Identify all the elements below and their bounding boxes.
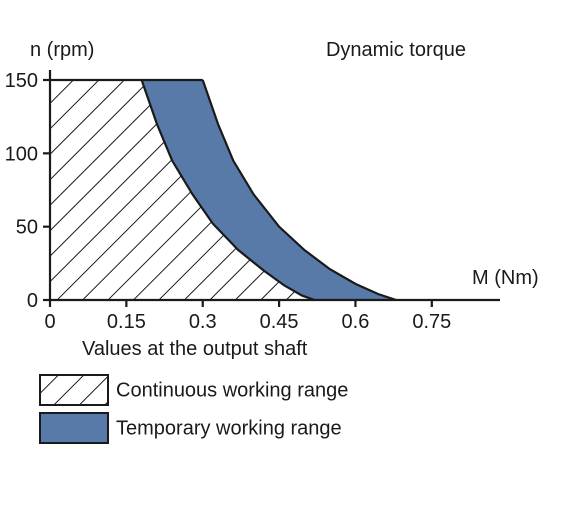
- torque-chart: Dynamic torque n (rpm) M (Nm) 0 50 100 150 0 0.1…: [0, 0, 571, 525]
- x-tick-label: 0.3: [189, 311, 217, 333]
- x-axis-label: M (Nm): [472, 267, 539, 289]
- x-tick-label: 0.75: [412, 311, 451, 333]
- x-tick-label: 0.45: [260, 311, 299, 333]
- y-tick-label: 100: [5, 143, 38, 165]
- x-tick-label: 0: [44, 311, 55, 333]
- chart-caption: Values at the output shaft: [82, 338, 308, 360]
- y-axis-label: n (rpm): [30, 39, 94, 61]
- legend-label: Continuous working range: [116, 380, 348, 402]
- chart-title: Dynamic torque: [326, 39, 466, 61]
- y-tick-label: 150: [5, 70, 38, 92]
- legend-swatch: [40, 375, 108, 405]
- x-tick-label: 0.15: [107, 311, 146, 333]
- y-tick-label: 50: [16, 217, 38, 239]
- legend-item: Continuous working range: [40, 375, 348, 405]
- y-tick-label: 0: [27, 290, 38, 312]
- legend-item: Temporary working range: [40, 413, 342, 443]
- x-tick-label: 0.6: [342, 311, 370, 333]
- legend-swatch: [40, 413, 108, 443]
- legend-label: Temporary working range: [116, 418, 342, 440]
